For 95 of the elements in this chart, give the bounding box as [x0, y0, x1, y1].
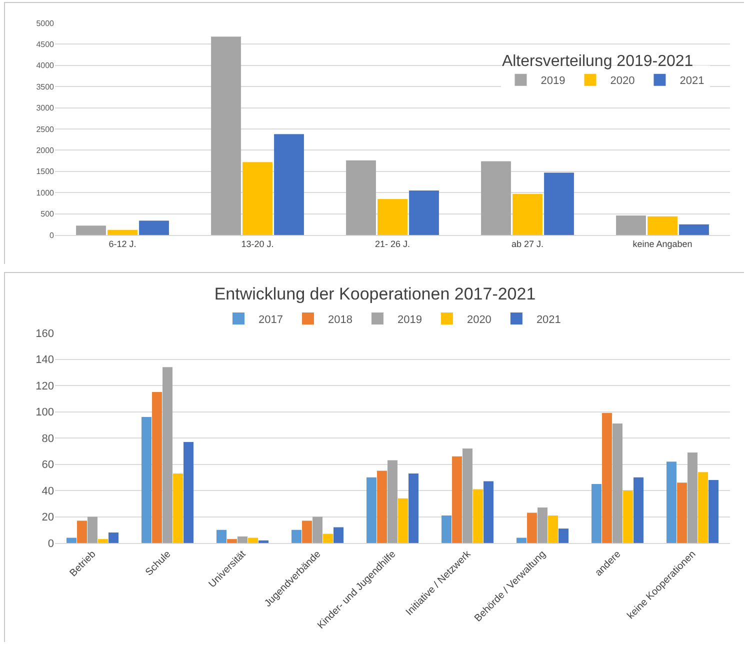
bar [698, 472, 708, 543]
bar [388, 460, 398, 543]
legend-label: 2019 [540, 75, 566, 88]
bar [242, 162, 272, 235]
bar [258, 540, 268, 543]
bar [346, 160, 376, 235]
bar [592, 484, 602, 543]
bar [323, 534, 333, 543]
y-tick-label: 140 [36, 354, 54, 366]
legend-label: 2021 [680, 75, 704, 88]
y-tick-label: 20 [42, 512, 54, 524]
bar [377, 470, 387, 543]
bar [108, 532, 118, 543]
y-tick-label: 3500 [36, 82, 55, 92]
bar [98, 539, 108, 543]
bar [688, 452, 698, 543]
x-tick-label: ab 27 J. [511, 238, 544, 249]
bar [512, 194, 542, 235]
x-tick-label: 13-20 J. [241, 238, 274, 249]
bar [527, 512, 537, 543]
bar [66, 538, 76, 543]
x-tick-label: 6-12 J. [108, 238, 136, 249]
bar [173, 473, 183, 543]
legend-label: 2020 [466, 314, 492, 326]
y-tick-label: 1500 [36, 167, 55, 176]
x-tick-label: 21- 26 J. [374, 238, 410, 249]
y-tick-label: 4000 [36, 61, 55, 70]
bar [516, 538, 526, 543]
legend-label: 2020 [610, 75, 635, 88]
bar [378, 198, 408, 235]
chart-title: Entwicklung der Kooperationen 2017-2021 [214, 284, 536, 304]
bar [616, 216, 646, 235]
y-tick-label: 80 [42, 432, 54, 445]
bar [139, 220, 169, 235]
bar [409, 190, 439, 235]
bar [334, 527, 344, 543]
bar [481, 161, 511, 235]
bar [558, 528, 568, 543]
y-tick-label: 4500 [36, 40, 55, 49]
y-tick-label: 0 [48, 538, 54, 550]
bar [312, 516, 322, 543]
legend-label: 2021 [536, 314, 561, 326]
bar [274, 134, 304, 235]
bar [142, 417, 152, 543]
y-tick-label: 500 [40, 210, 55, 219]
bar [152, 392, 162, 543]
y-tick-label: 2000 [36, 146, 55, 155]
bar [76, 226, 106, 235]
bar [184, 442, 194, 543]
bar [292, 530, 302, 543]
bar [408, 473, 418, 543]
y-tick-label: 60 [42, 459, 54, 472]
y-tick-label: 1000 [36, 188, 55, 198]
bar [216, 530, 226, 543]
text: Altersverteilung 2019-2021 [502, 53, 694, 70]
bar [398, 498, 408, 543]
bar [211, 36, 241, 235]
y-tick-label: 2500 [36, 124, 55, 134]
bar [484, 481, 494, 543]
bar [88, 516, 98, 543]
bar [227, 539, 237, 543]
bar [677, 482, 687, 543]
bar [462, 448, 472, 543]
bar [366, 477, 376, 543]
bar [442, 515, 452, 543]
y-tick-label: 120 [36, 380, 54, 392]
bar [473, 489, 483, 543]
bar [248, 538, 258, 543]
bar [612, 424, 622, 543]
legend-label: 2019 [397, 314, 422, 326]
y-tick-label: 40 [42, 485, 54, 498]
x-tick-label: keine Angaben [632, 238, 692, 249]
bar [77, 520, 87, 543]
bar [544, 172, 574, 235]
bar [708, 480, 718, 543]
bar [648, 216, 678, 235]
bar [666, 462, 676, 543]
bar [538, 508, 548, 543]
y-tick-label: 3000 [36, 104, 55, 113]
bar [679, 224, 709, 235]
bar [602, 413, 612, 543]
y-tick-label: 0 [50, 230, 55, 240]
bar [623, 490, 633, 543]
bar [108, 230, 138, 235]
bar [452, 456, 462, 543]
bar [302, 520, 312, 543]
bar [238, 536, 248, 543]
y-tick-label: 160 [36, 328, 54, 340]
y-tick-label: 100 [36, 406, 54, 419]
bar [634, 477, 644, 543]
bar [548, 515, 558, 543]
legend-label: 2018 [328, 314, 352, 326]
legend-label: 2017 [258, 314, 283, 326]
bar [162, 367, 172, 543]
y-tick-label: 5000 [36, 18, 55, 28]
